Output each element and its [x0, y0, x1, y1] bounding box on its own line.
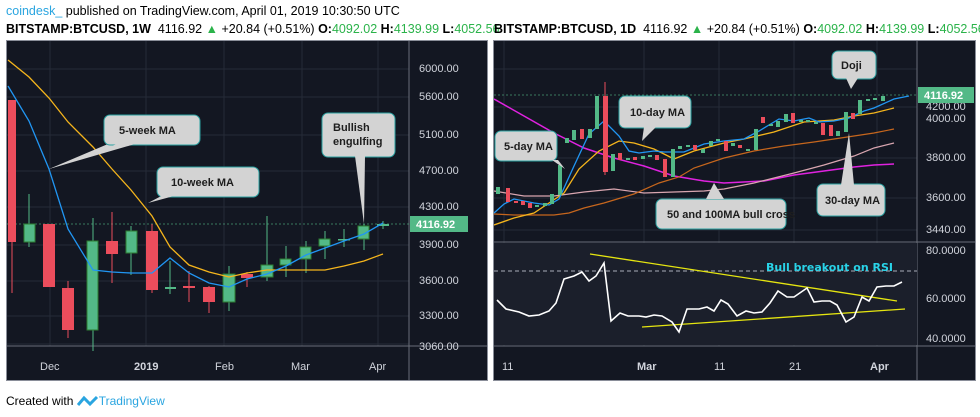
svg-text:Feb: Feb: [215, 361, 234, 373]
callout-30-day-ma: 30-day MA: [816, 133, 886, 217]
last-price-tag: [410, 216, 468, 232]
svg-text:3440.00: 3440.00: [926, 224, 966, 236]
svg-text:11: 11: [714, 361, 725, 373]
daily-candles: [496, 82, 885, 208]
weekly-candles: [8, 100, 389, 351]
svg-text:Apr: Apr: [369, 361, 386, 373]
svg-text:11: 11: [502, 361, 513, 373]
open-value: 4092.02: [817, 22, 863, 36]
up-arrow-icon: ▲: [205, 22, 218, 36]
svg-text:80.0000: 80.0000: [926, 245, 966, 257]
svg-text:Mar: Mar: [637, 361, 657, 373]
ma-10-week-line: [7, 59, 384, 278]
callout-doji: Doji: [831, 50, 877, 89]
svg-text:4300.00: 4300.00: [419, 201, 459, 213]
callout-10-day-ma: 10-day MA: [618, 95, 692, 141]
svg-text:3600.00: 3600.00: [926, 192, 966, 204]
grid: [7, 41, 409, 346]
svg-text:30-day MA: 30-day MA: [825, 195, 880, 207]
open-value: 4092.02: [331, 22, 378, 36]
svg-text:5100.00: 5100.00: [419, 129, 459, 141]
svg-text:10-week MA: 10-week MA: [171, 177, 234, 189]
high-label: H:: [380, 22, 394, 36]
open-label: O:: [318, 22, 332, 36]
svg-text:3900.00: 3900.00: [419, 239, 459, 251]
svg-text:3300.00: 3300.00: [419, 310, 459, 322]
svg-text:Doji: Doji: [841, 60, 862, 72]
up-arrow-icon: ▲: [690, 22, 704, 36]
price-value: 4116.92: [643, 22, 688, 36]
weekly-chart-panel[interactable]: 6000.00 5600.00 5100.00 4700.00 4300.00 …: [6, 40, 488, 381]
svg-text:3060.00: 3060.00: [419, 341, 459, 353]
high-label: H:: [865, 22, 880, 36]
svg-text:4000.00: 4000.00: [926, 113, 966, 125]
callout-5-week-ma: 5-week MA: [49, 114, 201, 169]
svg-text:6000.00: 6000.00: [419, 63, 459, 75]
svg-text:4116.92: 4116.92: [924, 90, 963, 102]
high-value: 4139.99: [393, 22, 440, 36]
publish-info: coindesk_ published on TradingView.com, …: [6, 4, 400, 18]
tradingview-logo-icon: [76, 395, 98, 407]
svg-text:5-week MA: 5-week MA: [119, 125, 176, 137]
svg-text:Mar: Mar: [291, 361, 310, 373]
symbol-label: BITSTAMP:BTCUSD, 1D: [494, 22, 637, 36]
ma-5-week-line: [7, 85, 384, 288]
left-chart-legend: BITSTAMP:BTCUSD, 1W 4116.92 ▲ +20.84 (+0…: [6, 22, 500, 36]
svg-text:3800.00: 3800.00: [926, 152, 966, 164]
daily-y-axis: 4200.00 4000.00 4000.00 3800.00 3440.00 …: [926, 101, 966, 345]
change-value: +20.84 (+0.51%): [221, 22, 315, 36]
created-with-label: Created with: [6, 394, 74, 408]
ma-5-day-line: [494, 95, 910, 214]
svg-text:5-day MA: 5-day MA: [504, 141, 553, 153]
weekly-x-axis: Dec 2019 Feb Mar Apr: [40, 361, 386, 373]
svg-text:3600.00: 3600.00: [419, 275, 459, 287]
svg-text:4700.00: 4700.00: [419, 165, 459, 177]
rsi-annotation: Bull breakout on RSI: [766, 261, 893, 274]
callout-bullish-engulfing: Bullish engulfing: [321, 112, 396, 224]
svg-text:10-day MA: 10-day MA: [630, 107, 685, 119]
svg-text:Bullish: Bullish: [333, 122, 370, 134]
publisher-link[interactable]: coindesk_: [6, 4, 63, 18]
svg-text:engulfing: engulfing: [333, 136, 383, 148]
low-value: 4052.56: [939, 22, 980, 36]
callout-bull-cross: 50 and 100MA bull cross: [655, 183, 795, 230]
daily-x-axis: 11 Mar 11 21 Apr: [502, 361, 890, 373]
change-value: +20.84 (+0.51%): [706, 22, 800, 36]
daily-chart-panel[interactable]: Bull breakout on RSI 4200.00 4000.00 400…: [493, 40, 976, 381]
low-value: 4052.56: [454, 22, 500, 36]
low-label: L:: [442, 22, 455, 36]
ma-30-day-line: [494, 128, 895, 216]
svg-text:21: 21: [789, 361, 801, 373]
published-text: published on TradingView.com, April 01, …: [62, 4, 400, 18]
daily-chart-svg: Bull breakout on RSI 4200.00 4000.00 400…: [494, 41, 975, 380]
rsi-upper-trendline: [589, 253, 898, 302]
high-value: 4139.99: [879, 22, 925, 36]
footer: Created with TradingView: [6, 393, 165, 408]
symbol-label: BITSTAMP:BTCUSD, 1W: [6, 22, 151, 36]
weekly-y-axis: 6000.00 5600.00 5100.00 4700.00 4300.00 …: [419, 63, 459, 353]
weekly-chart-svg: 6000.00 5600.00 5100.00 4700.00 4300.00 …: [7, 41, 487, 380]
svg-text:4116.92: 4116.92: [416, 219, 455, 231]
rsi-lower-trendline: [641, 308, 906, 328]
svg-text:Apr: Apr: [870, 361, 890, 373]
svg-text:2019: 2019: [134, 361, 158, 373]
svg-text:4200.00: 4200.00: [926, 101, 966, 113]
svg-text:50 and 100MA bull cross: 50 and 100MA bull cross: [667, 209, 795, 221]
svg-text:60.0000: 60.0000: [926, 293, 966, 305]
callout-10-week-ma: 10-week MA: [148, 166, 260, 203]
callout-5-day-ma: 5-day MA: [494, 130, 565, 169]
price-value: 4116.92: [157, 22, 203, 36]
tradingview-link[interactable]: TradingView: [98, 394, 165, 408]
low-label: L:: [927, 22, 940, 36]
svg-text:5600.00: 5600.00: [419, 91, 459, 103]
ma-50-day-line: [494, 142, 895, 197]
right-chart-legend: BITSTAMP:BTCUSD, 1D 4116.92 ▲ +20.84 (+0…: [494, 22, 980, 36]
last-price-tag: [918, 87, 974, 103]
rsi-line: [496, 260, 903, 334]
daily-y-axis-extra: 3600.00: [926, 192, 966, 204]
open-label: O:: [803, 22, 818, 36]
svg-text:Dec: Dec: [40, 361, 60, 373]
svg-text:40.0000: 40.0000: [926, 333, 966, 345]
